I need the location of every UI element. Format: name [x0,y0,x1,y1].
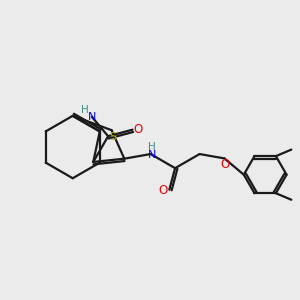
Text: O: O [158,184,167,197]
Text: N: N [148,150,156,160]
Text: H: H [148,142,156,152]
Text: O: O [220,158,230,172]
Text: H: H [82,105,89,115]
Text: O: O [133,123,142,136]
Text: S: S [110,132,117,142]
Text: N: N [88,112,96,122]
